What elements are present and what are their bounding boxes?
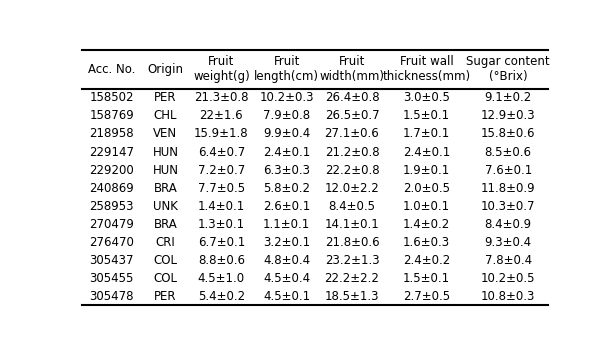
Text: 1.0±0.1: 1.0±0.1 [403, 200, 450, 213]
Text: VEN: VEN [154, 127, 177, 141]
Text: CRI: CRI [155, 236, 176, 248]
Text: 2.6±0.1: 2.6±0.1 [263, 200, 310, 213]
Text: 1.4±0.2: 1.4±0.2 [403, 218, 450, 231]
Text: 1.5±0.1: 1.5±0.1 [403, 272, 450, 285]
Text: BRA: BRA [154, 218, 177, 231]
Text: 1.3±0.1: 1.3±0.1 [198, 218, 245, 231]
Text: 21.8±0.6: 21.8±0.6 [325, 236, 379, 248]
Text: 10.2±0.3: 10.2±0.3 [260, 91, 314, 104]
Text: Fruit wall
thickness(mm): Fruit wall thickness(mm) [383, 55, 471, 83]
Text: 158769: 158769 [90, 110, 134, 122]
Text: BRA: BRA [154, 181, 177, 194]
Text: 8.4±0.5: 8.4±0.5 [328, 200, 376, 213]
Text: 22.2±2.2: 22.2±2.2 [325, 272, 379, 285]
Text: 6.3±0.3: 6.3±0.3 [263, 164, 310, 177]
Text: 9.1±0.2: 9.1±0.2 [484, 91, 532, 104]
Text: 21.3±0.8: 21.3±0.8 [194, 91, 249, 104]
Text: 2.0±0.5: 2.0±0.5 [403, 181, 450, 194]
Text: 14.1±0.1: 14.1±0.1 [325, 218, 379, 231]
Text: 1.4±0.1: 1.4±0.1 [198, 200, 245, 213]
Text: 7.9±0.8: 7.9±0.8 [263, 110, 310, 122]
Text: 8.4±0.9: 8.4±0.9 [484, 218, 532, 231]
Text: 1.6±0.3: 1.6±0.3 [403, 236, 450, 248]
Text: 270479: 270479 [90, 218, 134, 231]
Text: 27.1±0.6: 27.1±0.6 [325, 127, 379, 141]
Text: 305455: 305455 [90, 272, 134, 285]
Text: Acc. No.: Acc. No. [88, 63, 136, 76]
Text: 18.5±1.3: 18.5±1.3 [325, 290, 379, 303]
Text: Fruit
width(mm): Fruit width(mm) [319, 55, 384, 83]
Text: 2.4±0.1: 2.4±0.1 [403, 146, 450, 158]
Text: COL: COL [154, 254, 177, 267]
Text: 4.5±0.1: 4.5±0.1 [263, 290, 310, 303]
Text: 158502: 158502 [90, 91, 134, 104]
Text: 9.9±0.4: 9.9±0.4 [263, 127, 310, 141]
Text: 12.9±0.3: 12.9±0.3 [481, 110, 535, 122]
Text: 22±1.6: 22±1.6 [200, 110, 243, 122]
Text: Fruit
length(cm): Fruit length(cm) [254, 55, 319, 83]
Text: 4.5±1.0: 4.5±1.0 [198, 272, 245, 285]
Text: 8.8±0.6: 8.8±0.6 [198, 254, 245, 267]
Text: 9.3±0.4: 9.3±0.4 [484, 236, 532, 248]
Text: 258953: 258953 [90, 200, 134, 213]
Text: 2.4±0.2: 2.4±0.2 [403, 254, 450, 267]
Text: 229147: 229147 [89, 146, 134, 158]
Text: 218958: 218958 [90, 127, 134, 141]
Text: 8.5±0.6: 8.5±0.6 [484, 146, 532, 158]
Text: 7.6±0.1: 7.6±0.1 [484, 164, 532, 177]
Text: 6.7±0.1: 6.7±0.1 [198, 236, 245, 248]
Text: CHL: CHL [154, 110, 177, 122]
Text: 229200: 229200 [90, 164, 134, 177]
Text: 11.8±0.9: 11.8±0.9 [481, 181, 535, 194]
Text: 2.4±0.1: 2.4±0.1 [263, 146, 310, 158]
Text: 5.4±0.2: 5.4±0.2 [198, 290, 245, 303]
Text: 23.2±1.3: 23.2±1.3 [325, 254, 379, 267]
Text: 3.2±0.1: 3.2±0.1 [263, 236, 310, 248]
Text: 305437: 305437 [90, 254, 134, 267]
Text: UNK: UNK [153, 200, 178, 213]
Text: HUN: HUN [152, 164, 179, 177]
Text: 15.9±1.8: 15.9±1.8 [194, 127, 249, 141]
Text: Origin: Origin [147, 63, 184, 76]
Text: 15.8±0.6: 15.8±0.6 [481, 127, 535, 141]
Text: 10.8±0.3: 10.8±0.3 [481, 290, 535, 303]
Text: 7.7±0.5: 7.7±0.5 [198, 181, 245, 194]
Text: 2.7±0.5: 2.7±0.5 [403, 290, 450, 303]
Text: 7.2±0.7: 7.2±0.7 [198, 164, 245, 177]
Text: 6.4±0.7: 6.4±0.7 [198, 146, 245, 158]
Text: 12.0±2.2: 12.0±2.2 [325, 181, 379, 194]
Text: PER: PER [154, 290, 177, 303]
Text: 26.5±0.7: 26.5±0.7 [325, 110, 379, 122]
Text: PER: PER [154, 91, 177, 104]
Text: 1.9±0.1: 1.9±0.1 [403, 164, 450, 177]
Text: 10.3±0.7: 10.3±0.7 [481, 200, 535, 213]
Text: 22.2±0.8: 22.2±0.8 [325, 164, 379, 177]
Text: 305478: 305478 [90, 290, 134, 303]
Text: 240869: 240869 [90, 181, 134, 194]
Text: COL: COL [154, 272, 177, 285]
Text: 1.5±0.1: 1.5±0.1 [403, 110, 450, 122]
Text: 276470: 276470 [90, 236, 134, 248]
Text: Fruit
weight(g): Fruit weight(g) [193, 55, 250, 83]
Text: 3.0±0.5: 3.0±0.5 [403, 91, 450, 104]
Text: 5.8±0.2: 5.8±0.2 [263, 181, 310, 194]
Text: 4.8±0.4: 4.8±0.4 [263, 254, 310, 267]
Text: 4.5±0.4: 4.5±0.4 [263, 272, 310, 285]
Text: 7.8±0.4: 7.8±0.4 [484, 254, 532, 267]
Text: 10.2±0.5: 10.2±0.5 [481, 272, 535, 285]
Text: HUN: HUN [152, 146, 179, 158]
Text: 1.7±0.1: 1.7±0.1 [403, 127, 450, 141]
Text: Sugar content
(°Brix): Sugar content (°Brix) [467, 55, 550, 83]
Text: 26.4±0.8: 26.4±0.8 [325, 91, 379, 104]
Text: 21.2±0.8: 21.2±0.8 [325, 146, 379, 158]
Text: 1.1±0.1: 1.1±0.1 [263, 218, 310, 231]
